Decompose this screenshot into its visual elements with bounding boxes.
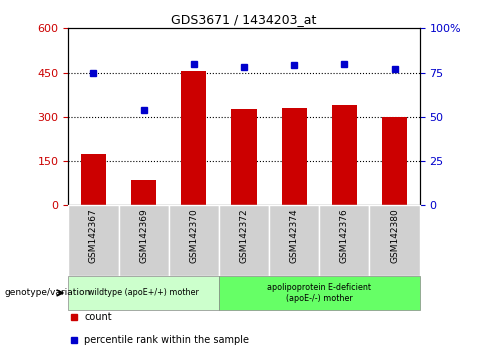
Text: genotype/variation: genotype/variation [5,289,91,297]
Bar [282,108,307,205]
Bar [219,205,269,276]
Text: GSM142367: GSM142367 [89,208,98,263]
Text: GSM142369: GSM142369 [139,208,148,263]
Bar [169,205,219,276]
Bar [131,180,156,205]
Bar [119,205,169,276]
Bar [332,105,357,205]
Bar [81,154,106,205]
Text: apolipoprotein E-deficient
(apoE-/-) mother: apolipoprotein E-deficient (apoE-/-) mot… [267,283,371,303]
Text: wildtype (apoE+/+) mother: wildtype (apoE+/+) mother [88,289,199,297]
Text: GSM142374: GSM142374 [290,208,299,263]
Title: GDS3671 / 1434203_at: GDS3671 / 1434203_at [171,13,317,26]
Text: percentile rank within the sample: percentile rank within the sample [84,335,249,346]
Text: GSM142372: GSM142372 [240,208,248,263]
Bar [369,205,420,276]
Bar [68,276,219,310]
Bar [231,109,257,205]
Text: count: count [84,312,112,322]
Bar [269,205,319,276]
Bar [382,117,407,205]
Text: GSM142376: GSM142376 [340,208,349,263]
Bar [181,71,206,205]
Bar [68,205,119,276]
Bar [319,205,369,276]
Bar [219,276,420,310]
Text: GSM142380: GSM142380 [390,208,399,263]
Text: GSM142370: GSM142370 [189,208,198,263]
